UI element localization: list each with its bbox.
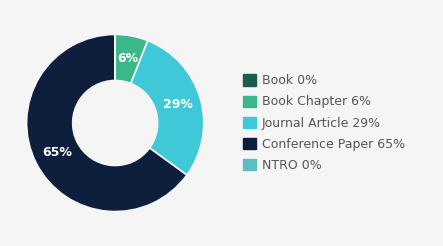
Text: 65%: 65% xyxy=(42,146,72,159)
Wedge shape xyxy=(115,34,148,83)
Wedge shape xyxy=(131,41,204,175)
Wedge shape xyxy=(27,34,187,212)
Text: 29%: 29% xyxy=(163,98,193,111)
Legend: Book 0%, Book Chapter 6%, Journal Article 29%, Conference Paper 65%, NTRO 0%: Book 0%, Book Chapter 6%, Journal Articl… xyxy=(243,74,405,172)
Text: 6%: 6% xyxy=(117,52,138,65)
